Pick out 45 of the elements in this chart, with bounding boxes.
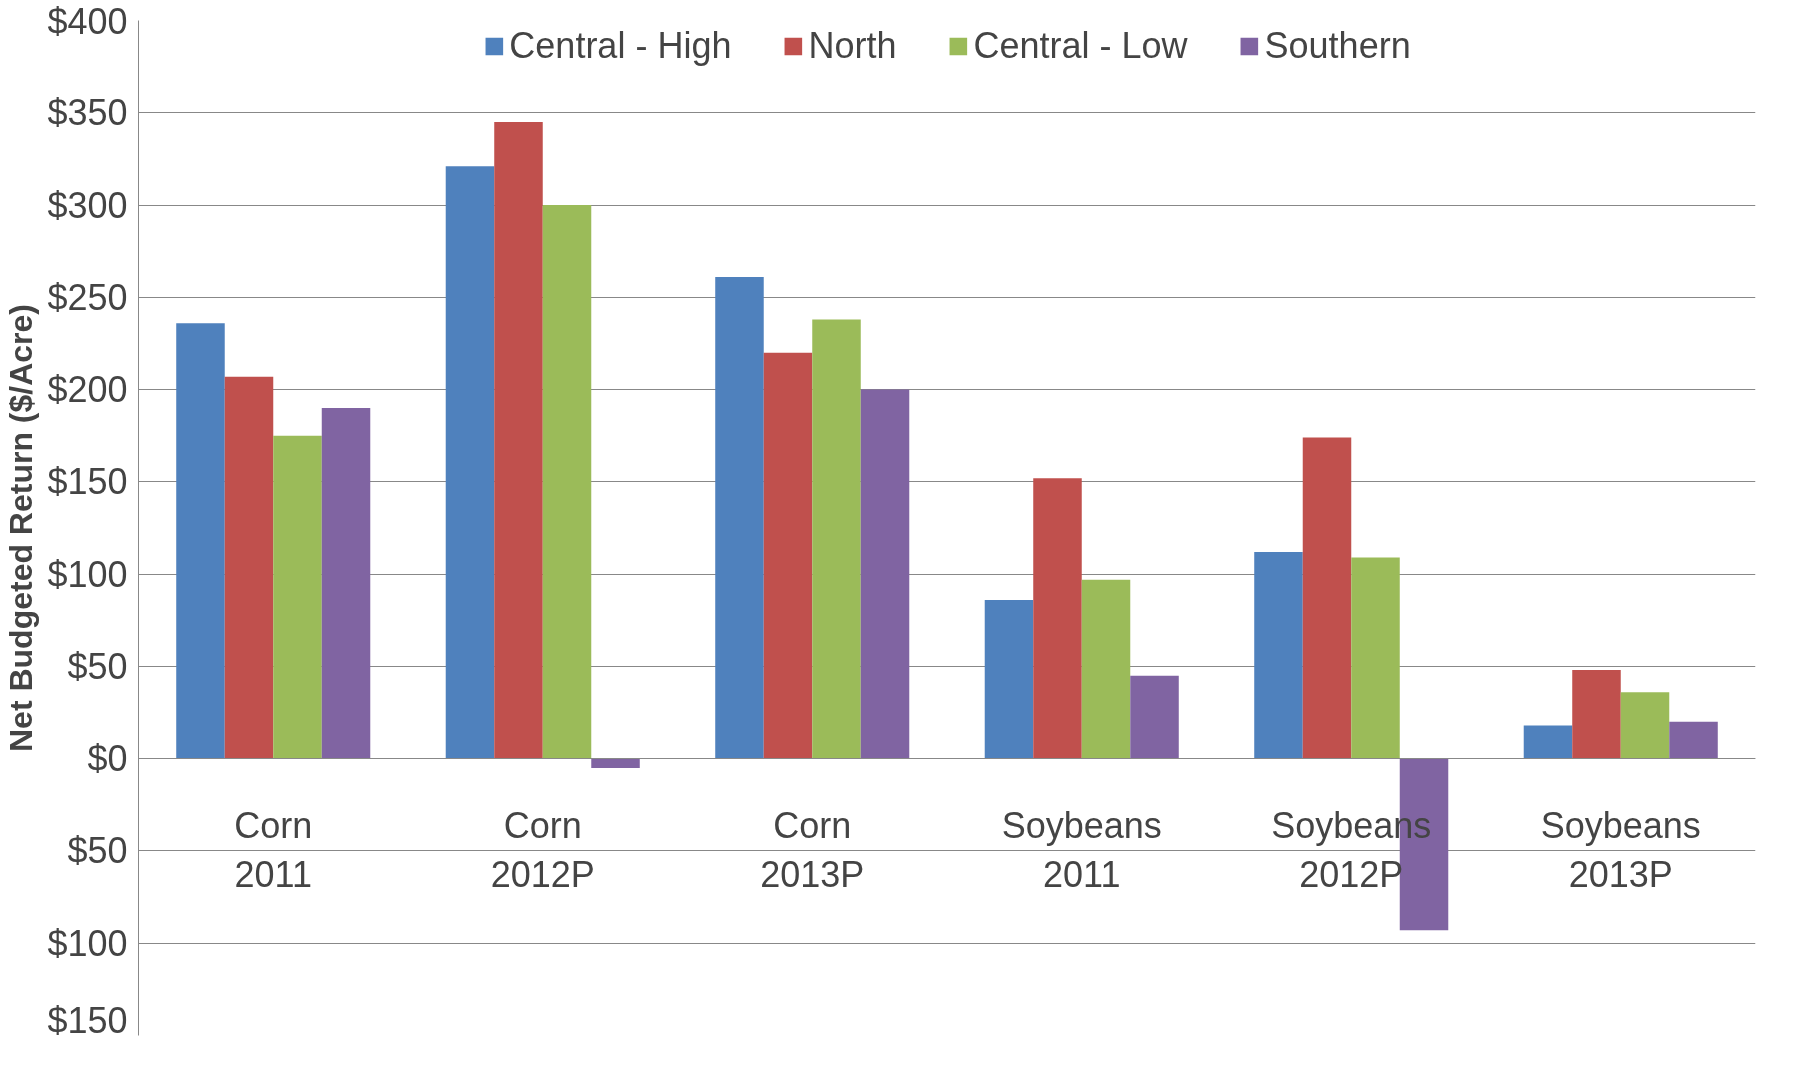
bar bbox=[1254, 551, 1303, 759]
y-tick-label: $0 bbox=[87, 738, 128, 780]
bar bbox=[860, 389, 910, 759]
legend-label: Central - High bbox=[509, 25, 732, 67]
bar bbox=[812, 319, 861, 759]
bar bbox=[494, 122, 543, 759]
y-tick-label: $150 bbox=[47, 999, 128, 1041]
bar bbox=[1130, 675, 1179, 759]
bar bbox=[224, 376, 274, 759]
bar bbox=[1351, 557, 1400, 759]
y-tick-label: $350 bbox=[47, 92, 128, 134]
y-tick-label: $400 bbox=[47, 0, 128, 42]
bar bbox=[1302, 437, 1352, 759]
bar bbox=[763, 352, 813, 759]
bar bbox=[1620, 692, 1670, 759]
x-tick-label: Corn 2011 bbox=[234, 804, 313, 895]
legend-label: Southern bbox=[1264, 25, 1411, 67]
bar bbox=[1081, 579, 1131, 759]
x-tick-label: Soybeans 2011 bbox=[1001, 804, 1162, 895]
y-tick-label: $300 bbox=[47, 184, 128, 226]
y-tick-label: $200 bbox=[47, 369, 128, 411]
bar bbox=[176, 323, 225, 759]
x-tick-label: Soybeans 2013P bbox=[1540, 804, 1701, 895]
x-tick-label: Corn 2012P bbox=[490, 804, 595, 895]
y-tick-label: $50 bbox=[67, 645, 128, 687]
bar bbox=[445, 166, 495, 759]
bar bbox=[273, 435, 322, 759]
bar bbox=[1572, 670, 1621, 759]
y-tick-label: $100 bbox=[47, 553, 128, 595]
bar bbox=[591, 758, 640, 768]
x-tick-label: Corn 2013P bbox=[760, 804, 865, 895]
y-tick-label: $50 bbox=[67, 830, 128, 872]
bar bbox=[542, 205, 592, 759]
bar bbox=[321, 408, 371, 759]
y-axis-title: Net Budgeted Return ($/Acre) bbox=[3, 303, 40, 753]
legend-label: Central - Low bbox=[973, 25, 1188, 67]
bar bbox=[715, 277, 764, 759]
legend-label: North bbox=[808, 25, 897, 67]
y-tick-label: $250 bbox=[47, 276, 128, 318]
bar bbox=[1669, 721, 1718, 759]
y-tick-label: $100 bbox=[47, 922, 128, 964]
bar bbox=[984, 599, 1034, 759]
bar bbox=[1523, 725, 1573, 759]
bar bbox=[1033, 478, 1082, 759]
y-tick-label: $150 bbox=[47, 461, 128, 503]
